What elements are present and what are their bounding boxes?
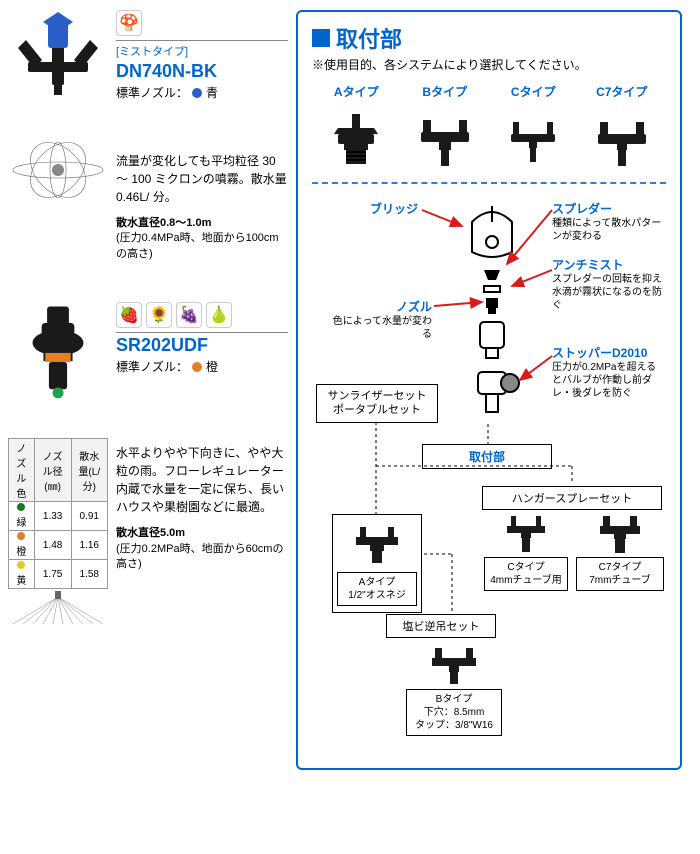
connector-a-icon [312, 104, 401, 172]
crop-icons: 🍓 🌻 🍇 🍐 [116, 302, 288, 328]
type-label: Aタイプ [312, 83, 401, 100]
table-row: 黄1.751.58 [9, 560, 108, 589]
swatch-icon [192, 88, 202, 98]
crop-icon: 🍇 [176, 302, 202, 328]
spray-fan-illustration [8, 589, 108, 629]
connector-b-icon [401, 104, 490, 172]
product-desc: 水平よりやや下向きに、やや大粒の雨。フローレギュレーター内蔵で水量を一定に保ち、… [116, 444, 288, 516]
box-ctype: Cタイプ4mmチューブ用 [484, 510, 568, 591]
spray-diameter: 散水直径5.0m [116, 527, 185, 539]
assembly-diagram: ブリッジ スプレダー種類によって散水パターンが変わる アンチミストスプレダーの回… [312, 194, 666, 754]
product-image-sr202 [8, 302, 108, 402]
section-title: 取付部 [336, 22, 402, 54]
attachment-section: 取付部 ※使用目的、各システムにより選択してください。 Aタイプ Bタイプ Cタ… [296, 10, 682, 770]
std-nozzle: 標準ノズル： 青 [116, 84, 288, 101]
spray-diameter-sub: (圧力0.2MPa時、地面から60cmの高さ) [116, 542, 288, 573]
table-row: 橙1.481.16 [9, 531, 108, 560]
connector-c-icon [489, 104, 578, 172]
product-model: SR202UDF [116, 335, 288, 356]
crop-icons: 🍄 [116, 10, 288, 36]
std-nozzle: 標準ノズル： 橙 [116, 358, 288, 375]
product-desc: 流量が変化しても平均粒径 30 〜 100 ミクロンの噴霧。散水量 0.46L/… [116, 152, 288, 206]
spray-pattern-illustration [8, 140, 108, 262]
type-label: Bタイプ [401, 83, 490, 100]
nozzle-table: ノズル色 ノズル径(㎜) 散水量(L/分) 緑1.330.91 橙1.481.1… [8, 438, 108, 589]
spray-diameter-sub: (圧力0.4MPa時、地面から100cmの高さ) [116, 231, 288, 262]
crop-icon: 🍄 [116, 10, 142, 36]
product-model: DN740N-BK [116, 61, 288, 82]
spray-diameter: 散水直径0.8〜1.0m [116, 217, 211, 229]
product-category: [ミストタイプ] [116, 43, 288, 59]
connector-c7-icon [578, 104, 667, 172]
crop-icon: 🌻 [146, 302, 172, 328]
left-column: 🍄 [ミストタイプ] DN740N-BK 標準ノズル： 青 [8, 10, 288, 770]
swatch-icon [192, 362, 202, 372]
table-row: 緑1.330.91 [9, 502, 108, 531]
type-row: Aタイプ Bタイプ Cタイプ C7タイプ [312, 83, 666, 172]
title-square-icon [312, 29, 330, 47]
product-dn740: 🍄 [ミストタイプ] DN740N-BK 標準ノズル： 青 [8, 10, 288, 110]
type-label: C7タイプ [578, 83, 667, 100]
product-image-dn740 [8, 10, 108, 110]
type-label: Cタイプ [489, 83, 578, 100]
box-c7type: C7タイプ7mmチューブ [576, 510, 664, 591]
product-sr202: 🍓 🌻 🍇 🍐 SR202UDF 標準ノズル： 橙 [8, 302, 288, 402]
band-hanger: ハンガースプレーセット [482, 486, 662, 510]
band-pvc: 塩ビ逆吊セット [386, 614, 496, 638]
crop-icon: 🍐 [206, 302, 232, 328]
crop-icon: 🍓 [116, 302, 142, 328]
section-note: ※使用目的、各システムにより選択してください。 [312, 56, 666, 73]
box-btype: Bタイプ下穴：8.5mmタップ：3/8"W16 [406, 642, 502, 736]
box-atype: Aタイプ1/2"オスネジ [332, 514, 422, 613]
